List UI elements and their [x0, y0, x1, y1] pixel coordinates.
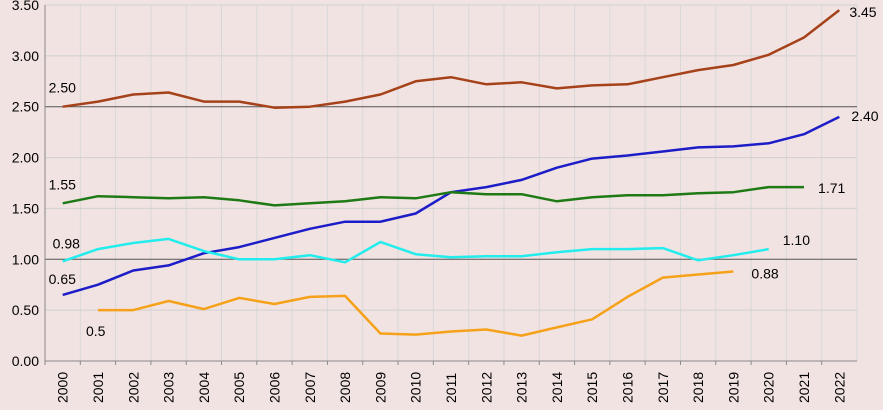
y-tick-label: 2.00 [12, 150, 39, 166]
x-tick-label: 2012 [478, 372, 494, 403]
axis-layer: 0.00 0.50 1.00 1.50 2.00 2.50 3.00 3.50 2000 2001… [12, 0, 857, 403]
x-tick-label: 2011 [443, 373, 459, 403]
y-tick-label: 1.00 [12, 251, 39, 267]
x-tick-label: 2000 [55, 372, 71, 403]
x-tick-label: 2001 [90, 372, 106, 403]
x-tick-label: 2014 [549, 372, 565, 403]
data-label: 1.71 [818, 180, 845, 196]
grid-layer [44, 4, 858, 362]
x-tick-label: 2013 [514, 372, 530, 403]
x-tick-label: 2015 [584, 372, 600, 403]
x-tick-label: 2020 [761, 372, 777, 403]
data-label: 1.55 [49, 176, 76, 192]
x-tick-label: 2019 [725, 372, 741, 403]
x-tick-label: 2008 [337, 372, 353, 403]
x-tick-label: 2022 [831, 372, 847, 403]
data-label: 0.5 [86, 323, 106, 339]
x-tick-label: 2010 [408, 372, 424, 403]
data-label: 2.40 [851, 108, 878, 124]
y-tick-label: 0.50 [12, 302, 39, 318]
series-line-3 [62, 185, 804, 207]
x-tick-label: 2017 [655, 372, 671, 403]
x-tick-label: 2002 [125, 372, 141, 403]
series-line-1 [62, 9, 841, 109]
data-label: 2.50 [49, 80, 76, 96]
data-label: 1.10 [783, 232, 810, 248]
x-tick-label: 2004 [196, 372, 212, 403]
x-tick-label: 2018 [690, 372, 706, 403]
y-tick-label: 0.00 [12, 353, 39, 369]
data-label: 3.45 [849, 4, 876, 20]
x-tick-label: 2005 [231, 372, 247, 403]
series-line-4 [62, 237, 769, 264]
y-tick-label: 3.00 [12, 48, 39, 64]
x-tick-label: 2009 [372, 372, 388, 403]
x-tick-label: 2016 [620, 372, 636, 403]
data-label-layer: 2.50 3.45 0.65 2.40 1.55 1.71 0.98 1.10 0.5 0.88 [49, 4, 879, 339]
series-line-5 [98, 270, 734, 337]
y-tick-label: 2.50 [12, 99, 39, 115]
series-line-2 [62, 115, 840, 297]
x-tick-label: 2021 [796, 372, 812, 403]
data-label: 0.88 [751, 265, 778, 281]
x-tick-label: 2003 [161, 372, 177, 403]
data-label: 0.65 [49, 271, 76, 287]
series-layer [62, 9, 841, 337]
y-tick-label: 3.50 [12, 0, 39, 13]
y-tick-label: 1.50 [12, 200, 39, 216]
data-label: 0.98 [53, 235, 80, 251]
x-tick-label: 2007 [302, 372, 318, 403]
x-tick-label: 2006 [266, 372, 282, 403]
